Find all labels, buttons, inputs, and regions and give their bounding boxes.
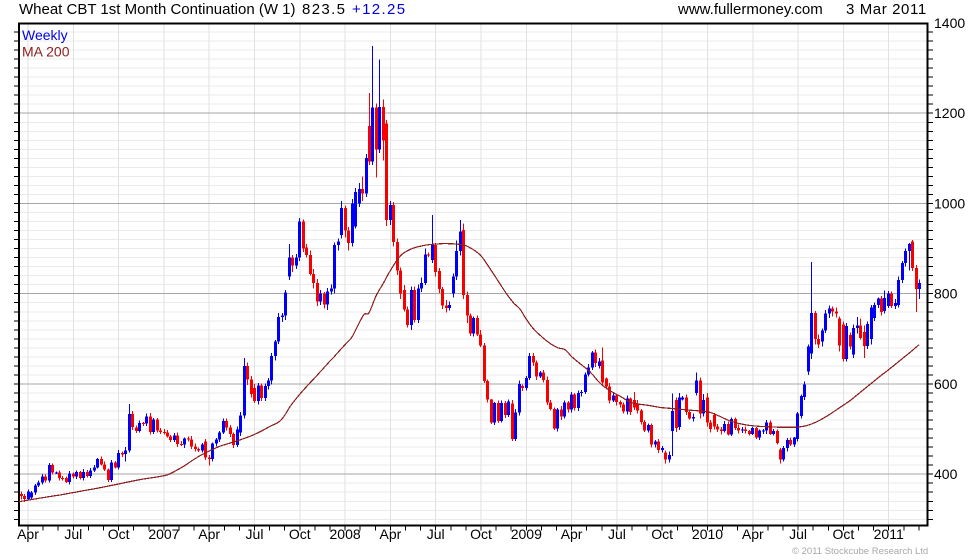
svg-text:823.5: 823.5 (302, 1, 346, 18)
svg-text:Apr: Apr (742, 526, 764, 542)
svg-text:Oct: Oct (651, 526, 673, 542)
svg-text:Apr: Apr (17, 526, 39, 542)
svg-text:2007: 2007 (148, 526, 179, 542)
svg-text:Apr: Apr (561, 526, 583, 542)
svg-text:2011: 2011 (874, 526, 904, 542)
svg-text:Oct: Oct (470, 526, 492, 542)
svg-text:Jul: Jul (608, 526, 626, 542)
svg-text:Jul: Jul (64, 526, 82, 542)
svg-text:www.fullermoney.com: www.fullermoney.com (677, 1, 823, 18)
svg-text:Jul: Jul (246, 526, 264, 542)
svg-text:Apr: Apr (198, 526, 220, 542)
svg-text:2008: 2008 (330, 526, 361, 542)
svg-text:Oct: Oct (108, 526, 130, 542)
svg-text:Jul: Jul (427, 526, 445, 542)
svg-text:Weekly: Weekly (22, 27, 68, 43)
svg-text:2010: 2010 (692, 526, 723, 542)
svg-text:Apr: Apr (380, 526, 402, 542)
svg-text:Oct: Oct (289, 526, 311, 542)
svg-text:Oct: Oct (833, 526, 855, 542)
svg-text:3 Mar 2011: 3 Mar 2011 (846, 1, 927, 18)
svg-text:600: 600 (934, 376, 958, 392)
svg-text:2009: 2009 (511, 526, 542, 542)
svg-text:© 2011 Stockcube Research Ltd: © 2011 Stockcube Research Ltd (792, 546, 928, 557)
svg-text:Jul: Jul (789, 526, 807, 542)
svg-text:1400: 1400 (934, 15, 965, 31)
svg-text:1200: 1200 (934, 105, 965, 121)
svg-text:MA 200: MA 200 (22, 44, 70, 60)
svg-text:+12.25: +12.25 (352, 1, 406, 18)
svg-text:Wheat CBT 1st Month Continuati: Wheat CBT 1st Month Continuation (W 1) (19, 1, 296, 18)
svg-text:400: 400 (934, 466, 958, 482)
svg-text:1000: 1000 (934, 196, 965, 212)
svg-text:800: 800 (934, 286, 958, 302)
